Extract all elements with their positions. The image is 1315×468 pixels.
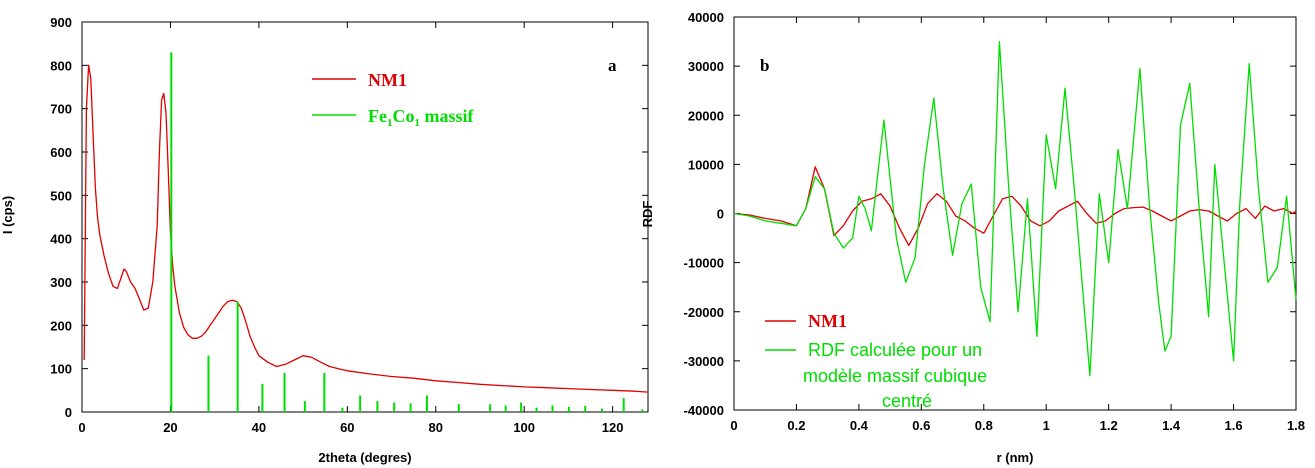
chart-b-xtick-label: 0.6 (912, 418, 930, 433)
chart-a-ytick-label: 700 (50, 102, 72, 117)
chart-a-ytick-label: 600 (50, 145, 72, 160)
chart-a-xtick-label: 80 (429, 420, 443, 435)
chart-a-ytick-label: 500 (50, 188, 72, 203)
chart-a-ytick-label: 200 (50, 318, 72, 333)
chart-a-panel-letter: a (608, 56, 617, 75)
chart-a-xtick-label: 100 (513, 420, 535, 435)
chart-b-legend-calc-line3: centré (882, 391, 932, 411)
chart-a-legend-fe-label: Fe1Co1 massif (368, 106, 474, 129)
chart-b-ytick-label: 20000 (688, 108, 724, 123)
chart-a-ytick-label: 400 (50, 232, 72, 247)
chart-b: 0 0.2 0.4 0.6 0.8 1 1.2 1.4 1.6 1.8 -40000 -30000 -2… (640, 10, 1305, 465)
chart-b-ytick-label: -20000 (684, 305, 724, 320)
legend-co-main: Co (392, 106, 414, 126)
chart-a: 0 20 40 60 80 100 120 0 100 200 300 400 500 600 700 800… (0, 15, 649, 465)
chart-b-xtick-label: 1.6 (1225, 418, 1243, 433)
chart-b-xtick-label: 1 (1043, 418, 1050, 433)
chart-b-ytick-label: 40000 (688, 10, 724, 25)
legend-fe-sub: 1 (387, 117, 393, 129)
legend-fe-main: Fe (368, 106, 387, 126)
chart-b-xtick-label: 1.2 (1100, 418, 1118, 433)
chart-a-xtick-label: 20 (163, 420, 177, 435)
chart-b-xtick-label: 0.4 (850, 418, 869, 433)
chart-b-ytick-label: 30000 (688, 59, 724, 74)
chart-b-xtick-label: 1.4 (1162, 418, 1181, 433)
chart-b-legend-nm1-label: NM1 (808, 311, 847, 331)
chart-b-xtick-label: 0 (730, 418, 737, 433)
legend-massif: massif (420, 106, 475, 126)
chart-a-ytick-label: 100 (50, 362, 72, 377)
chart-b-panel-letter: b (760, 56, 769, 75)
chart-b-series (733, 40, 1297, 377)
chart-b-ytick-label: -30000 (684, 354, 724, 369)
chart-b-ytick-label: -40000 (684, 403, 724, 418)
chart-b-series-nm1-line (733, 166, 1297, 247)
chart-a-ytick-label: 300 (50, 275, 72, 290)
chart-b-ytick-label: -10000 (684, 256, 724, 271)
chart-b-xtick-label: 1.8 (1287, 418, 1305, 433)
chart-b-xlabel: r (nm) (997, 450, 1034, 465)
chart-a-ytick-label: 0 (65, 405, 72, 420)
chart-a-series (83, 52, 649, 412)
chart-a-xtick-label: 120 (602, 420, 624, 435)
chart-a-xtick-label: 40 (252, 420, 266, 435)
chart-a-ytick-label: 900 (50, 15, 72, 30)
chart-b-ytick-label: 0 (717, 207, 724, 222)
legend-co-sub: 1 (414, 117, 420, 129)
chart-b-xtick-label: 0.8 (975, 418, 993, 433)
chart-b-ytick-label: 10000 (688, 157, 724, 172)
chart-a-xlabel: 2theta (degres) (318, 450, 411, 465)
chart-a-xtick-label: 60 (340, 420, 354, 435)
chart-b-ylabel: RDF (640, 201, 655, 228)
chart-a-ytick-label: 800 (50, 58, 72, 73)
chart-b-legend-calc-line1: RDF calculée pour un (808, 340, 982, 360)
chart-b-series-reference-line (733, 40, 1297, 377)
chart-a-series-nm1-line (83, 64, 649, 393)
chart-a-frame (81, 21, 649, 413)
chart-a-ticks: 0 20 40 60 80 100 120 0 100 200 300 400 500 600 700 800… (50, 15, 648, 435)
chart-a-xtick-label: 0 (78, 420, 85, 435)
chart-a-ylabel: I (cps) (0, 196, 15, 234)
chart-a-legend-nm1-label: NM1 (368, 70, 407, 90)
chart-b-legend-calc-line2: modèle massif cubique (803, 366, 987, 386)
chart-b-xtick-label: 0.2 (787, 418, 805, 433)
chart-b-ticks: 0 0.2 0.4 0.6 0.8 1 1.2 1.4 1.6 1.8 -40000 -30000 -2… (684, 10, 1306, 433)
